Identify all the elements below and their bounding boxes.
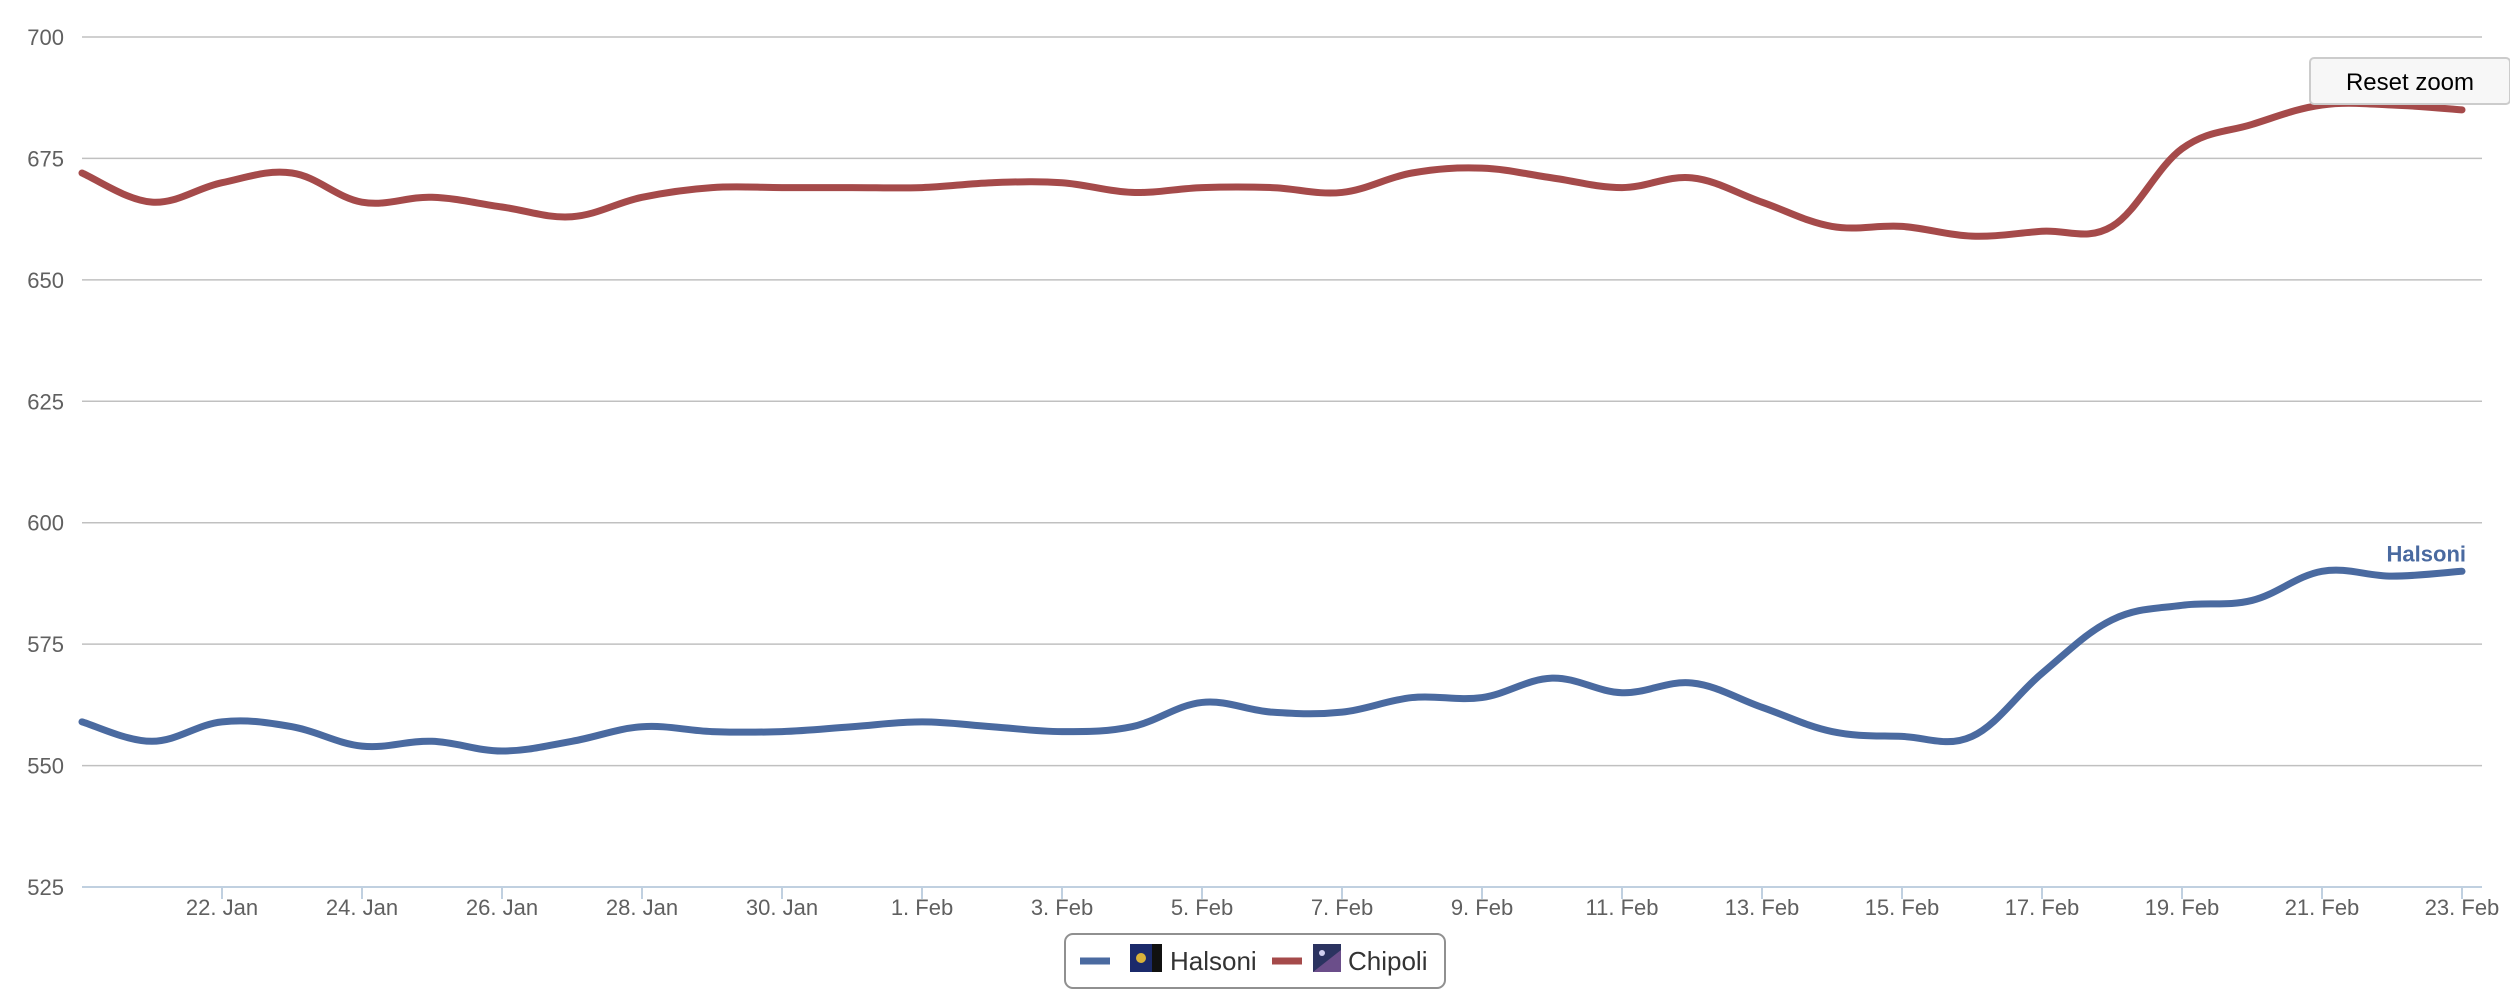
legend-item-halsoni[interactable]: Halsoni xyxy=(1080,944,1257,976)
y-tick-label: 600 xyxy=(27,511,64,536)
x-tick-label: 17. Feb xyxy=(2005,895,2080,920)
reset-zoom-label[interactable]: Reset zoom xyxy=(2346,69,2474,96)
y-tick-label: 700 xyxy=(27,25,64,50)
x-tick-label: 7. Feb xyxy=(1311,895,1373,920)
series-line-chipoli[interactable] xyxy=(78,99,2466,240)
legend-item-chipoli[interactable]: Chipoli xyxy=(1272,944,1428,976)
series-layer xyxy=(78,99,2466,755)
legend-label-halsoni[interactable]: Halsoni xyxy=(1170,946,1257,976)
flag-icon xyxy=(1122,944,1162,972)
x-tick-label: 24. Jan xyxy=(326,895,398,920)
reset-zoom-button[interactable]: Reset zoom xyxy=(2309,57,2510,105)
x-tick-label: 26. Jan xyxy=(466,895,538,920)
x-tick-label: 19. Feb xyxy=(2145,895,2220,920)
series-end-label-halsoni: Halsoni xyxy=(2387,541,2466,566)
legend: Halsoni Chipoli xyxy=(1064,933,1446,989)
y-tick-label: 525 xyxy=(27,875,64,900)
x-tick-label: 30. Jan xyxy=(746,895,818,920)
x-tick-label: 28. Jan xyxy=(606,895,678,920)
y-tick-label: 550 xyxy=(27,754,64,779)
grid-lines xyxy=(82,36,2482,888)
x-tick-label: 1. Feb xyxy=(891,895,953,920)
x-tick-label: 21. Feb xyxy=(2285,895,2360,920)
x-tick-label: 3. Feb xyxy=(1031,895,1093,920)
x-tick-label: 22. Jan xyxy=(186,895,258,920)
y-tick-label: 575 xyxy=(27,632,64,657)
flag-icon xyxy=(1313,944,1341,972)
y-tick-label: 650 xyxy=(27,268,64,293)
x-tick-label: 11. Feb xyxy=(1586,895,1659,920)
y-tick-label: 625 xyxy=(27,389,64,414)
x-tick-label: 9. Feb xyxy=(1451,895,1513,920)
legend-label-chipoli[interactable]: Chipoli xyxy=(1348,946,1428,976)
x-axis: 22. Jan 24. Jan 26. Jan 28. Jan 30. Jan 1. Fe… xyxy=(82,886,2500,920)
y-axis: 525 550 575 600 625 650 675 700 xyxy=(27,25,64,900)
x-tick-label: 15. Feb xyxy=(1865,895,1940,920)
y-tick-label: 675 xyxy=(27,146,64,171)
x-tick-label: 23. Feb xyxy=(2425,895,2500,920)
x-tick-label: 5. Feb xyxy=(1171,895,1233,920)
x-tick-label: 13. Feb xyxy=(1725,895,1800,920)
series-line-halsoni[interactable] xyxy=(78,566,2466,755)
